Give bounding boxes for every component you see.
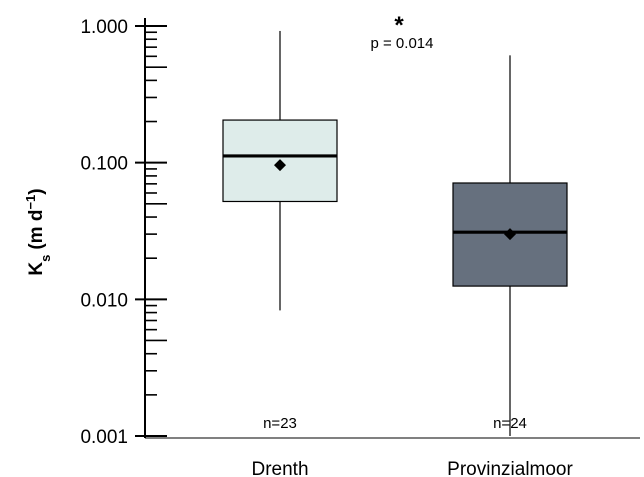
category-label: Provinzialmoor	[447, 459, 573, 477]
y-minor-ticks	[145, 31, 167, 396]
y-axis-title-sup: −1	[23, 195, 38, 210]
mean-marker	[274, 159, 286, 172]
y-axis-title: Ks (m d−1)	[23, 188, 53, 275]
y-tick-label: 0.010	[80, 290, 128, 311]
box-series: n=23 Drenth n=24 Provinzialmoor	[222, 30, 573, 477]
y-tick-label: 1.000	[80, 17, 128, 38]
n-label: n=24	[493, 415, 527, 432]
y-axis-title-close: )	[26, 188, 47, 194]
y-axis-title-sub: s	[38, 255, 53, 262]
y-tick-label: 0.100	[80, 154, 128, 175]
mean-marker	[504, 228, 516, 241]
p-value-label: p = 0.014	[371, 35, 434, 52]
y-major-ticks: 0.001 0.010 0.100 1.000	[80, 17, 167, 448]
box-provinzialmoor: n=24 Provinzialmoor	[447, 55, 573, 477]
significance-star: *	[394, 12, 404, 39]
y-axis-title-main: K	[26, 262, 47, 276]
y-tick-label: 0.001	[80, 427, 128, 448]
n-label: n=23	[263, 415, 297, 432]
category-label: Drenth	[251, 459, 308, 477]
y-axis-title-units: (m d	[26, 210, 47, 250]
box-drenth: n=23 Drenth	[222, 30, 338, 477]
